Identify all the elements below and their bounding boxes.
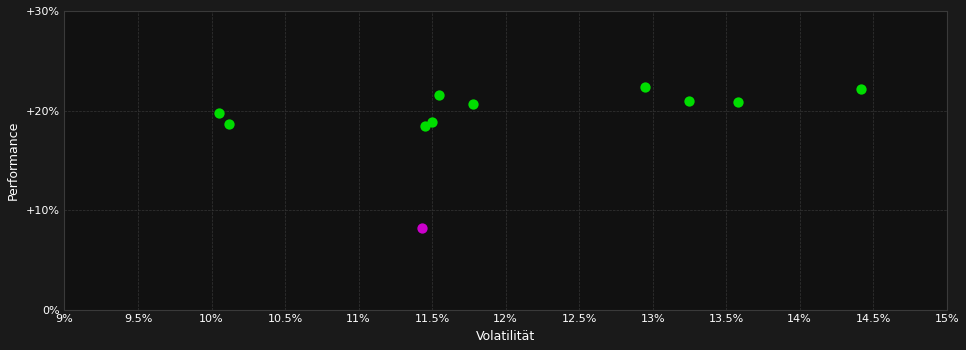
Y-axis label: Performance: Performance bbox=[7, 121, 20, 200]
Point bbox=[682, 98, 697, 103]
Point bbox=[854, 86, 869, 91]
Point bbox=[417, 124, 433, 129]
Point bbox=[424, 120, 440, 125]
Point bbox=[730, 99, 746, 104]
Point bbox=[414, 225, 430, 231]
X-axis label: Volatilität: Volatilität bbox=[476, 330, 535, 343]
Point bbox=[212, 110, 227, 115]
Point bbox=[466, 101, 481, 106]
Point bbox=[221, 122, 237, 127]
Point bbox=[432, 92, 447, 97]
Point bbox=[638, 84, 653, 89]
